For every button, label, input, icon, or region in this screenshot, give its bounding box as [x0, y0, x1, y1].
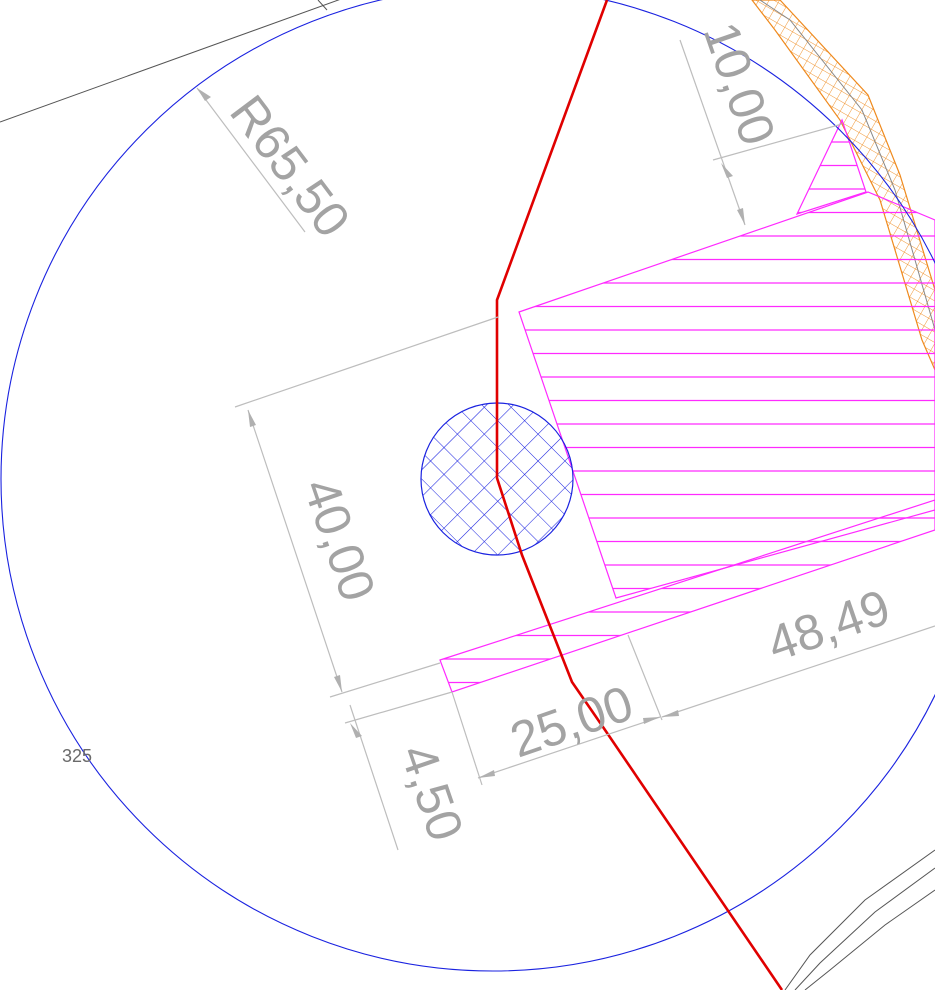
bottom-dim-line: [477, 716, 661, 779]
left-extension-bottom: [329, 662, 441, 698]
dimension-lines: [196, 39, 935, 851]
left-dim-line: [247, 409, 343, 693]
road-edge-outer: [784, 849, 935, 990]
radius-label: R65,50: [219, 85, 361, 247]
parcel-line-top: [0, 0, 340, 123]
arrow-left-top: [248, 410, 256, 427]
left-extension-top: [234, 316, 499, 408]
red-route-line: [495, 0, 784, 990]
arrow-top-lower: [737, 208, 745, 225]
radius-dimension-line: [196, 87, 306, 233]
road-edge-third: [804, 889, 935, 990]
arrow-bottom-left: [478, 770, 495, 778]
parcel-line-top-stub: [317, 0, 328, 11]
right-dim-line: [661, 625, 935, 718]
top-hatched-triangle: [795, 118, 867, 215]
bottom-dim-label: 25,00: [503, 675, 640, 769]
arrow-bottom-right: [643, 717, 660, 724]
dimension-arrows: [197, 88, 745, 778]
top-dim-line: [679, 39, 746, 226]
arrow-top-upper: [721, 163, 733, 178]
bottom-extension-left: [451, 691, 483, 786]
arrow-small-top: [350, 723, 362, 738]
top-extension-upper: [712, 123, 843, 161]
bottom-hatched-strip: [439, 499, 935, 693]
right-dim-label: 48,49: [760, 579, 897, 673]
top-dim-label: 10,00: [693, 15, 787, 152]
magenta-zones: [439, 118, 935, 693]
small-extension: [344, 691, 453, 724]
arrow-radius: [197, 88, 211, 101]
main-hatched-zone: [518, 191, 935, 599]
arrow-left-bottom: [334, 675, 342, 692]
bottom-extension-right: [627, 634, 663, 721]
point-label: 325: [62, 746, 92, 766]
orange-hatched-strip: [751, 0, 935, 371]
road-edge-inner: [794, 867, 935, 990]
small-dim-line: [349, 704, 399, 851]
arrow-right-left: [662, 710, 679, 717]
small-dim-label: 4,50: [390, 737, 475, 847]
